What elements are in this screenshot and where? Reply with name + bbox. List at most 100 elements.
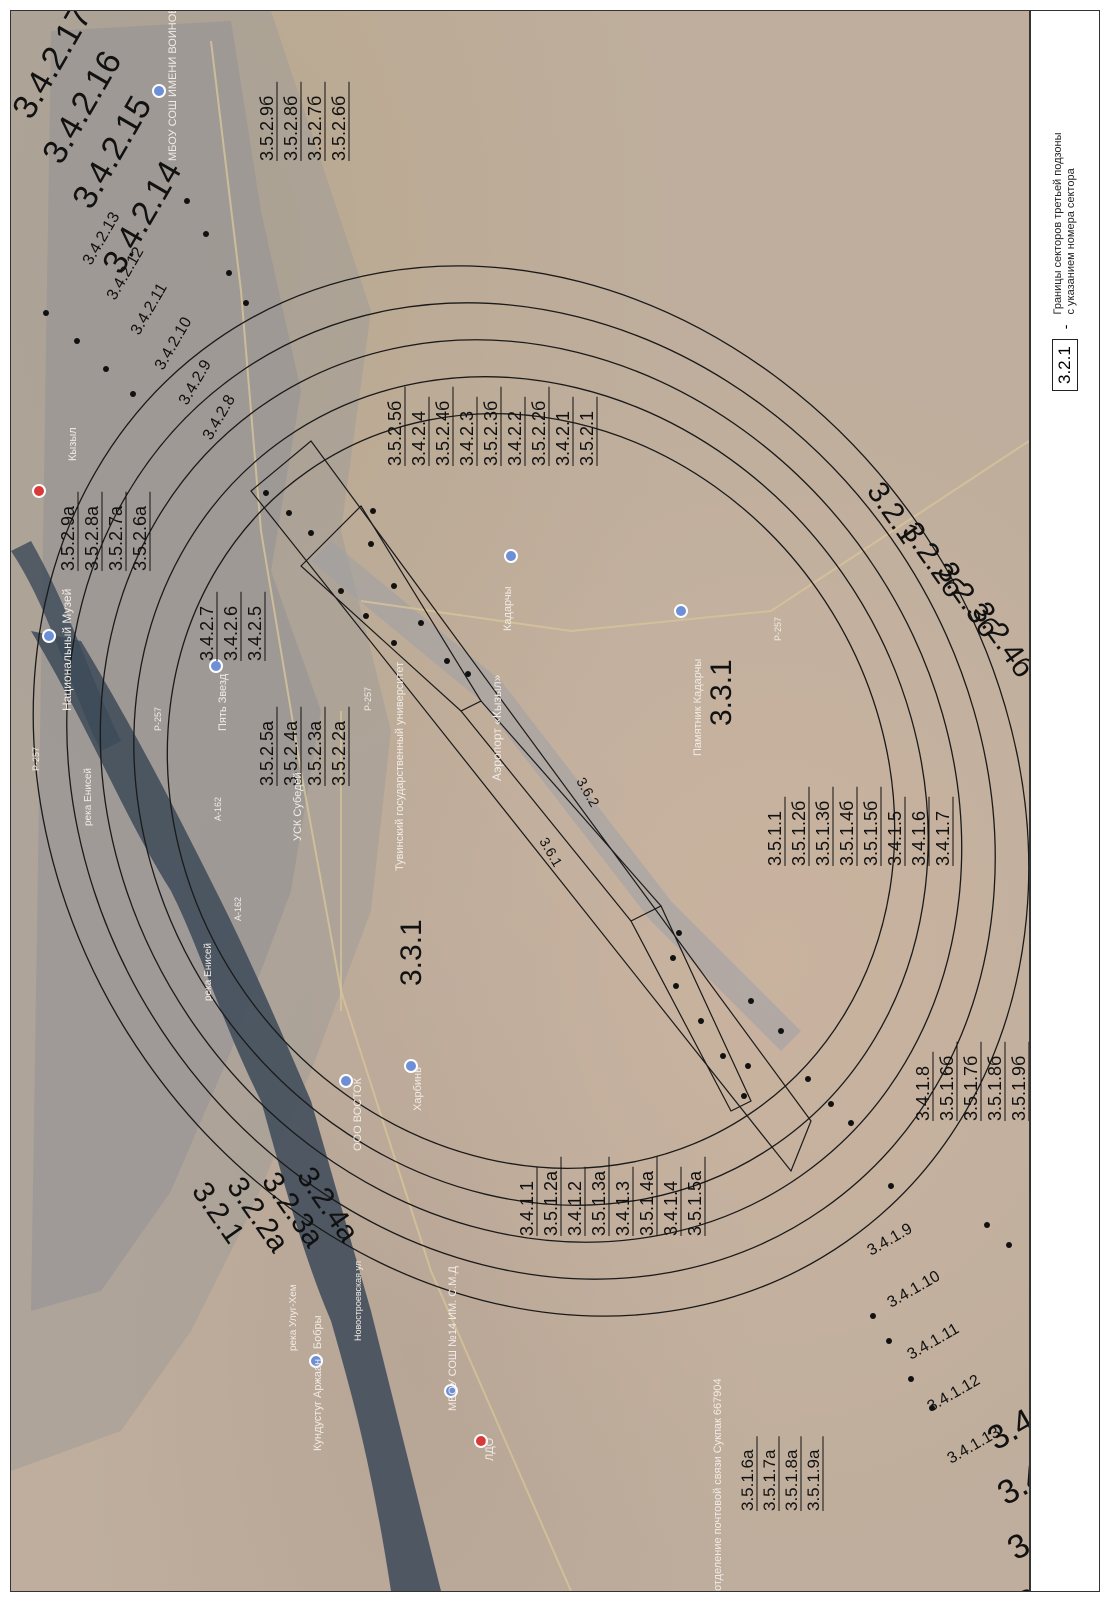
leader-dot <box>741 1093 747 1099</box>
place-road-text: Р-257 <box>153 707 163 731</box>
place-airport: Аэропорт «Кызыл» <box>490 674 504 781</box>
sector-label-mid-upper-left-text: 3.4.2.6 <box>221 606 241 661</box>
river <box>31 631 441 1591</box>
place-post-text: отделение почтовой связи Сукпак 667904 <box>712 1378 724 1591</box>
poi-blue-pin[interactable] <box>404 1059 418 1073</box>
leader-dot <box>805 1076 811 1082</box>
sector-label-low-left: 3.4.1.4 <box>661 1166 682 1236</box>
sector-ring <box>32 265 1029 1317</box>
leader-dot <box>848 1120 854 1126</box>
sector-label-top-right-text: 3.5.2.9б <box>257 96 277 161</box>
sector-label-mid-lower-text: 3.5.1.3б <box>813 801 833 866</box>
sector-label-top-left: 3.5.2.7а <box>106 491 127 571</box>
poi-blue-pin[interactable] <box>152 84 166 98</box>
leader-dot <box>226 270 232 276</box>
poi-blue-pin[interactable] <box>444 1384 458 1398</box>
sector-label-mid-lower: 3.4.1.6 <box>909 796 930 866</box>
zone-label-center-text: 3.3.1 <box>395 919 428 986</box>
sector-ring <box>166 413 896 1169</box>
place-road-text: Р-257 <box>363 687 373 711</box>
legend-line-2: с указанием номера сектора <box>1065 168 1077 315</box>
poi-red-pin[interactable] <box>32 484 46 498</box>
sector-label-low-left-text: 3.5.1.2а <box>541 1170 561 1236</box>
poi-blue-pin[interactable] <box>674 604 688 618</box>
place-school: МБОУ СОШ №14 ИМ. С.М.Д <box>447 1265 459 1411</box>
zone-label-strip: 3.6.1 <box>536 835 566 870</box>
sector-label-top-left-text: 3.5.2.7а <box>106 505 126 571</box>
sector-label-mid-upper-text: 3.4.2.3 <box>457 411 477 466</box>
sector-label-top-right: 3.5.2.9б <box>257 81 278 161</box>
poi-layer[interactable] <box>32 84 688 1448</box>
sector-label-low-left: 3.5.1.2а <box>541 1156 562 1236</box>
sector-label-mid-left: 3.5.2.5а <box>257 706 278 786</box>
sector-label-mid-lower-text: 3.5.1.2б <box>789 801 809 866</box>
poi-blue-pin[interactable] <box>309 1354 323 1368</box>
poi-red-pin[interactable] <box>474 1434 488 1448</box>
place-river-text: река Енисей <box>83 768 94 826</box>
sector-label-small-text: 3.4.1.10 <box>885 1268 944 1312</box>
sector-label-low-left-text: 3.5.1.4а <box>637 1170 657 1236</box>
sector-label-low-right-text: 3.5.1.6б <box>937 1056 957 1121</box>
sector-label-mid-upper: 3.4.2.4 <box>409 396 430 466</box>
sector-label-low-left: 3.4.1.2 <box>565 1166 586 1236</box>
sector-label-mid-upper-text: 3.5.2.2б <box>529 401 549 466</box>
place-road: А-162 <box>213 797 223 821</box>
leader-dot <box>74 338 80 344</box>
sector-label-bottom-left: 3.5.1.6а <box>738 1436 758 1511</box>
sector-label-small: 3.4.1.10 <box>885 1268 944 1312</box>
place-usk-text: УСК Субедей <box>292 772 304 841</box>
zone-label-center: 3.3.1 <box>395 919 428 986</box>
place-ldo: ЛДО <box>484 1437 496 1461</box>
place-ooo-text: ООО ВОСТОК <box>352 1077 364 1151</box>
sector-label-top-left: 3.5.2.9а <box>58 491 79 571</box>
sector-label-mid-upper-left-text: 3.4.2.5 <box>245 606 265 661</box>
sector-label-mid-left: 3.5.2.4а <box>281 706 302 786</box>
place-kadarchy-text: Кадарчы <box>502 586 514 631</box>
sector-label-bottom-left: 3.5.1.7а <box>760 1436 780 1511</box>
poi-blue-pin[interactable] <box>209 659 223 673</box>
sector-label-small-text: 3.4.1.9 <box>865 1220 916 1259</box>
sector-label-low-left: 3.4.1.3 <box>613 1166 634 1236</box>
leader-dot <box>43 310 49 316</box>
leader-dot <box>363 613 369 619</box>
sector-label-mid-upper-text: 3.4.2.4 <box>409 411 429 466</box>
place-kyzyl: Кызыл <box>67 427 79 461</box>
sector-label-low-right-text: 3.5.1.7б <box>961 1056 981 1121</box>
sector-label-low-right: 3.4.1.8 <box>913 1051 934 1121</box>
leader-dot <box>1006 1242 1012 1248</box>
sector-label-low-left: 3.4.1.1 <box>517 1166 538 1236</box>
sector-label-top-left: 3.5.2.6а <box>130 491 151 571</box>
place-river-text: река Енисей <box>203 943 214 1001</box>
sector-ring <box>133 376 929 1206</box>
sector-label-mid-upper-text: 3.4.2.2 <box>505 411 525 466</box>
legend-description: Границы секторов третьей подзоны с указа… <box>1052 132 1078 314</box>
sector-label-mid-upper: 3.5.2.1 <box>577 396 598 466</box>
map-svg[interactable]: 3.4.2.173.4.2.163.4.2.153.4.2.143.4.2.13… <box>11 11 1029 1591</box>
place-kundustug-text: Кундустуг Аржаан - Бобры <box>312 1315 324 1451</box>
leader-dot <box>243 300 249 306</box>
poi-blue-pin[interactable] <box>339 1074 353 1088</box>
leader-dot <box>391 583 397 589</box>
place-road-text: Новостроевская ул <box>353 1261 363 1341</box>
place-kadarchy: Кадарчы <box>502 586 514 631</box>
leader-dot <box>391 640 397 646</box>
leader-dot <box>676 930 682 936</box>
legend-line-1: Границы секторов третьей подзоны <box>1052 132 1064 315</box>
strip-outline <box>630 905 752 1112</box>
sector-label-mid-lower-text: 3.4.1.7 <box>933 811 953 866</box>
place-monument: Памятник Кадарчы <box>692 659 704 756</box>
place-airport-text: Аэропорт «Кызыл» <box>490 674 504 781</box>
place-school-text: МБОУ СОШ №14 ИМ. С.М.Д <box>447 1265 459 1411</box>
sector-label-top-left-text: 3.5.2.9а <box>58 505 78 571</box>
sector-label-mid-upper: 3.5.2.4б <box>433 386 454 466</box>
zone-label-center-text: 3.3.1 <box>705 659 738 726</box>
sector-label-bottom-left-text: 3.5.1.6а <box>738 1449 757 1511</box>
poi-blue-pin[interactable] <box>504 549 518 563</box>
sector-label-mid-lower-text: 3.5.1.4б <box>837 801 857 866</box>
sector-label-mid-left-text: 3.5.2.4а <box>281 720 301 786</box>
leader-dot <box>698 1018 704 1024</box>
place-road: Р-257 <box>153 707 163 731</box>
poi-blue-pin[interactable] <box>42 629 56 643</box>
ring-label-right-text: 3.2.4б <box>965 596 1029 684</box>
sector-label-mid-upper-text: 3.4.2.1 <box>553 411 573 466</box>
